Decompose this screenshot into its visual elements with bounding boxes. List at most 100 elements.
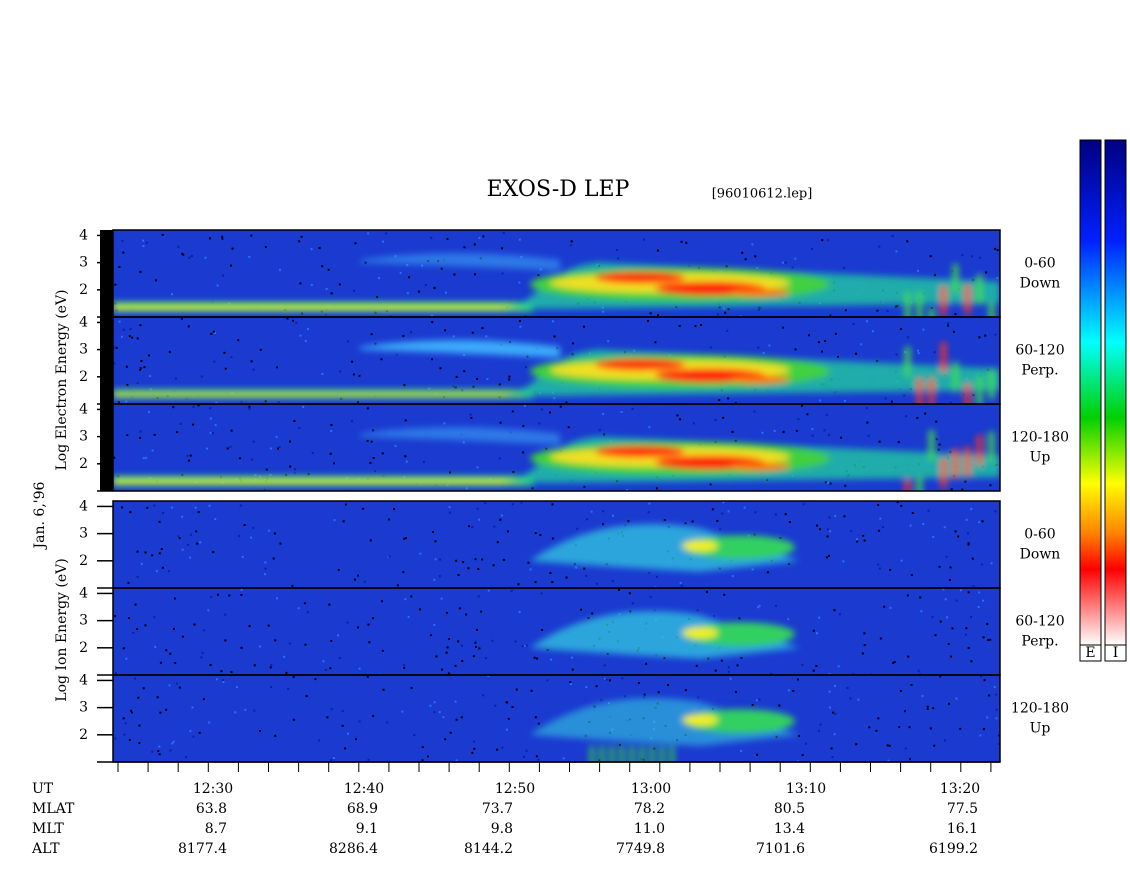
noise: [307, 473, 310, 476]
noise: [812, 669, 815, 672]
noise: [330, 640, 333, 643]
noise: [209, 417, 212, 420]
noise: [285, 671, 288, 674]
noise: [910, 683, 913, 686]
noise: [533, 656, 536, 659]
noise: [954, 313, 957, 316]
noise: [329, 667, 332, 670]
noise: [366, 407, 369, 410]
noise: [407, 615, 410, 618]
noise: [487, 675, 490, 678]
noise: [645, 662, 648, 665]
noise: [197, 404, 200, 407]
noise: [445, 611, 448, 614]
noise: [122, 647, 125, 650]
noise: [421, 759, 424, 762]
noise: [571, 353, 574, 356]
noise: [438, 558, 441, 561]
noise: [403, 664, 406, 667]
noise: [585, 518, 588, 521]
noise: [169, 749, 172, 752]
noise: [457, 640, 460, 643]
panel-background: [113, 675, 1000, 762]
ion-dispersion: [530, 524, 800, 572]
noise: [863, 539, 866, 542]
noise: [900, 504, 903, 507]
noise: [240, 400, 243, 403]
noise: [828, 706, 831, 709]
ephemeris-value: 7101.6: [756, 841, 805, 857]
noise: [562, 757, 565, 760]
noise: [310, 283, 313, 286]
noise: [374, 342, 377, 345]
noise: [269, 473, 272, 476]
noise: [892, 661, 895, 664]
noise: [491, 639, 494, 642]
noise: [541, 628, 544, 631]
noise: [298, 427, 301, 430]
noise: [147, 354, 150, 357]
noise: [922, 328, 925, 331]
colorbar-label-box: [1104, 644, 1127, 662]
noise: [948, 578, 951, 581]
noise: [130, 711, 133, 714]
noise: [688, 265, 691, 268]
low-band-core: [113, 305, 523, 310]
noise: [910, 574, 913, 577]
noise: [904, 747, 907, 750]
noise: [585, 686, 588, 689]
noise: [700, 324, 703, 327]
noise: [251, 458, 254, 461]
noise: [993, 685, 996, 688]
noise: [970, 255, 973, 258]
noise: [955, 697, 958, 700]
noise: [729, 677, 732, 680]
noise: [448, 638, 451, 641]
noise: [982, 728, 985, 731]
noise: [498, 457, 501, 460]
noise: [903, 710, 906, 713]
noise: [272, 557, 275, 560]
noise: [301, 312, 304, 315]
noise: [899, 328, 902, 331]
noise: [139, 368, 142, 371]
noise: [945, 616, 948, 619]
noise: [171, 742, 174, 745]
spike: [965, 284, 970, 315]
ephemeris-value: 16.1: [947, 821, 978, 837]
noise: [156, 696, 159, 699]
noise: [498, 383, 501, 386]
noise: [114, 672, 117, 675]
noise: [430, 358, 433, 361]
noise: [840, 436, 843, 439]
noise: [160, 547, 163, 550]
noise: [977, 605, 980, 608]
noise: [467, 567, 470, 570]
noise: [250, 536, 253, 539]
noise: [598, 429, 601, 432]
noise: [731, 430, 734, 433]
noise: [165, 649, 168, 652]
noise: [855, 538, 858, 541]
noise: [637, 681, 640, 684]
noise: [843, 399, 846, 402]
noise: [248, 405, 251, 408]
noise: [825, 413, 828, 416]
noise: [175, 682, 178, 685]
noise: [494, 704, 497, 707]
ephemeris-label: MLAT: [32, 801, 75, 817]
noise: [496, 748, 499, 751]
noise: [215, 401, 218, 404]
noise: [817, 729, 820, 732]
noise: [230, 429, 233, 432]
noise: [996, 277, 999, 280]
noise: [758, 698, 761, 701]
noise: [565, 401, 568, 404]
colorbar-label-box: [1079, 644, 1102, 662]
electron-spectrogram: [113, 230, 1000, 491]
spike: [929, 430, 934, 461]
noise: [161, 566, 164, 569]
noise: [881, 526, 884, 529]
noise: [347, 340, 350, 343]
